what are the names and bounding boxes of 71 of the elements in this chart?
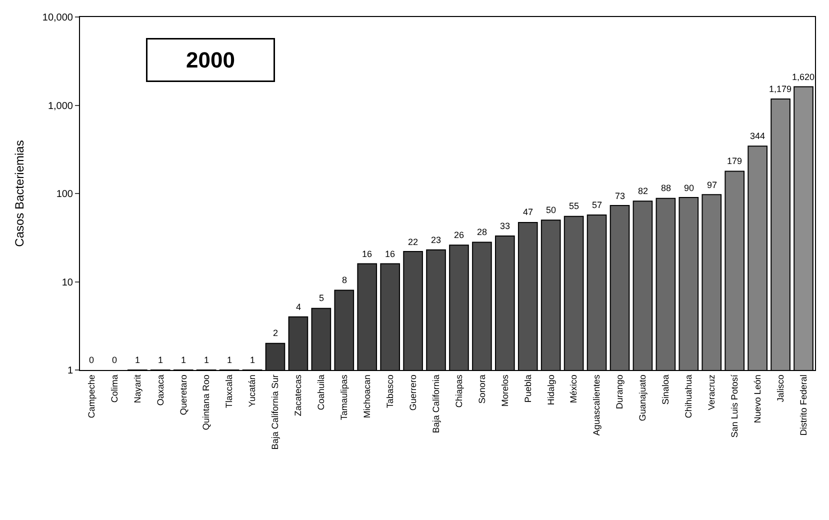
text: 2000 (186, 48, 235, 72)
x-tick-label: Oaxaca (155, 374, 166, 406)
data-label: 73 (615, 191, 626, 201)
x-tick-label: Baja California Sur (270, 374, 280, 450)
data-label: 2 (273, 328, 278, 338)
x-tick-label: Jalisco (775, 374, 786, 402)
x-tick-label: Tamaulipas (339, 374, 350, 420)
data-label: 22 (408, 237, 418, 247)
x-tick-label: Coahuila (316, 374, 326, 410)
x-tick-label: Morelos (500, 374, 510, 407)
x-tick-label: Guanajuato (638, 374, 648, 422)
x-tick-label: Baja California (430, 374, 441, 434)
data-label: 1 (250, 355, 256, 365)
y-tick-label: 1,000 (48, 100, 74, 112)
y-axis-title: Casos Bacteriemias (12, 140, 27, 247)
data-label: 88 (661, 183, 672, 193)
data-label: 50 (546, 205, 556, 215)
y-tick-label: 1 (67, 366, 74, 376)
x-tick-label: Colima (109, 374, 120, 403)
y-tick-label: 10,000 (42, 12, 74, 24)
data-label: 90 (684, 183, 694, 193)
data-label: 97 (707, 180, 718, 190)
data-label: 26 (454, 230, 464, 240)
y-tick-label: 100 (56, 189, 74, 200)
x-tick-label: Chiapas (454, 374, 464, 408)
data-label: 1,179 (769, 84, 792, 94)
data-label: 82 (638, 186, 648, 196)
text: 0 (89, 355, 94, 365)
x-tick-label: Guerrero (408, 374, 418, 411)
data-label: 1,620 (792, 72, 815, 82)
y-tick-label: 10 (62, 277, 74, 288)
data-label: 8 (342, 275, 348, 285)
x-tick-label: Nuevo León (752, 374, 763, 424)
x-tick-label: Veracruz (706, 374, 717, 410)
data-label: 33 (500, 221, 510, 231)
data-label: 57 (592, 200, 602, 210)
data-label: 1 (158, 355, 164, 365)
x-tick-label: Michoacan (362, 374, 372, 418)
data-label: 16 (362, 249, 372, 259)
data-label: 23 (431, 235, 442, 245)
x-tick-label: Puebla (522, 374, 533, 403)
data-label: 344 (750, 131, 766, 141)
x-tick-label: Yucatán (247, 374, 258, 408)
x-tick-label: Tabasco (385, 374, 396, 408)
text: 0 (112, 355, 118, 365)
x-tick-label: Durango (614, 374, 625, 410)
data-label: 5 (319, 293, 324, 303)
data-label: 1 (181, 355, 186, 365)
data-label: 179 (727, 156, 742, 166)
data-label: 47 (523, 207, 534, 217)
x-tick-label: Sonora (476, 374, 487, 404)
x-tick-label: San Luis Potosí (730, 374, 740, 438)
x-tick-label: Nayarit (132, 374, 142, 404)
x-tick-label: Tlaxcala (224, 374, 234, 408)
x-tick-label: Campeche (86, 374, 96, 418)
data-label: 55 (569, 201, 580, 211)
x-tick-label: Chihuahua (684, 374, 694, 418)
x-tick-label: Hidalgo (546, 374, 556, 406)
data-label: 1 (227, 355, 232, 365)
x-tick-label: México (568, 374, 579, 404)
x-tick-label: Sinaloa (660, 374, 671, 405)
x-tick-label: Distrito Federal (798, 374, 808, 436)
x-tick-label: Quintana Roo (201, 374, 212, 430)
x-tick-label: Queretaro (178, 374, 188, 416)
x-tick-label: Aguascalientes (592, 374, 602, 436)
data-label: 1 (135, 355, 140, 365)
data-label: 1 (204, 355, 210, 365)
data-label: 16 (385, 249, 396, 259)
data-label: 4 (296, 302, 302, 312)
x-tick-label: Zacatecas (293, 374, 304, 416)
data-label: 28 (477, 227, 488, 237)
